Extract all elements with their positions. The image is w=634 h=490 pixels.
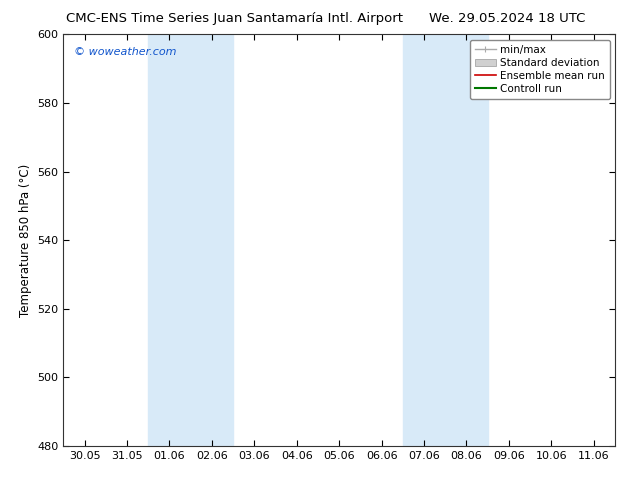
Y-axis label: Temperature 850 hPa (°C): Temperature 850 hPa (°C) <box>19 164 32 317</box>
Legend: min/max, Standard deviation, Ensemble mean run, Controll run: min/max, Standard deviation, Ensemble me… <box>470 40 610 99</box>
Bar <box>403 34 488 446</box>
Text: CMC-ENS Time Series Juan Santamaría Intl. Airport: CMC-ENS Time Series Juan Santamaría Intl… <box>66 12 403 25</box>
Text: We. 29.05.2024 18 UTC: We. 29.05.2024 18 UTC <box>429 12 585 25</box>
Bar <box>148 34 233 446</box>
Text: © woweather.com: © woweather.com <box>74 47 177 57</box>
